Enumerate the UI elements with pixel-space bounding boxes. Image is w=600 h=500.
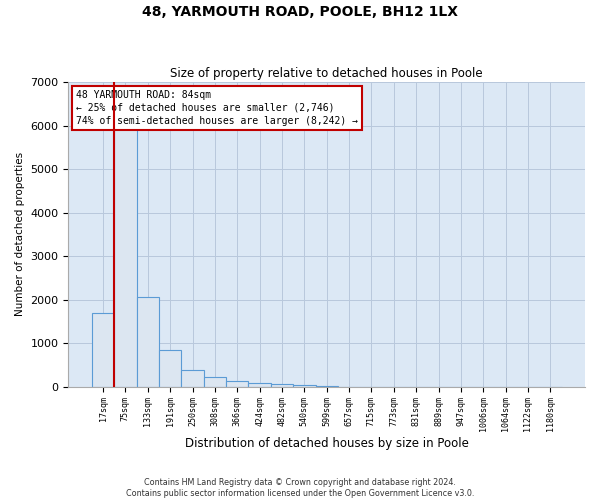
Text: 48, YARMOUTH ROAD, POOLE, BH12 1LX: 48, YARMOUTH ROAD, POOLE, BH12 1LX (142, 5, 458, 19)
Bar (293, 385, 316, 386)
Bar (92, 312, 114, 386)
Bar (271, 384, 293, 386)
Title: Size of property relative to detached houses in Poole: Size of property relative to detached ho… (170, 66, 483, 80)
Bar (114, 121, 137, 386)
Y-axis label: Number of detached properties: Number of detached properties (15, 152, 25, 316)
X-axis label: Distribution of detached houses by size in Poole: Distribution of detached houses by size … (185, 437, 469, 450)
Text: 48 YARMOUTH ROAD: 84sqm
← 25% of detached houses are smaller (2,746)
74% of semi: 48 YARMOUTH ROAD: 84sqm ← 25% of detache… (76, 90, 358, 126)
Bar (204, 377, 226, 386)
Bar (159, 350, 181, 387)
Bar (226, 381, 248, 386)
Text: Contains HM Land Registry data © Crown copyright and database right 2024.
Contai: Contains HM Land Registry data © Crown c… (126, 478, 474, 498)
Bar (137, 298, 159, 386)
Bar (181, 370, 204, 386)
Bar (248, 383, 271, 386)
